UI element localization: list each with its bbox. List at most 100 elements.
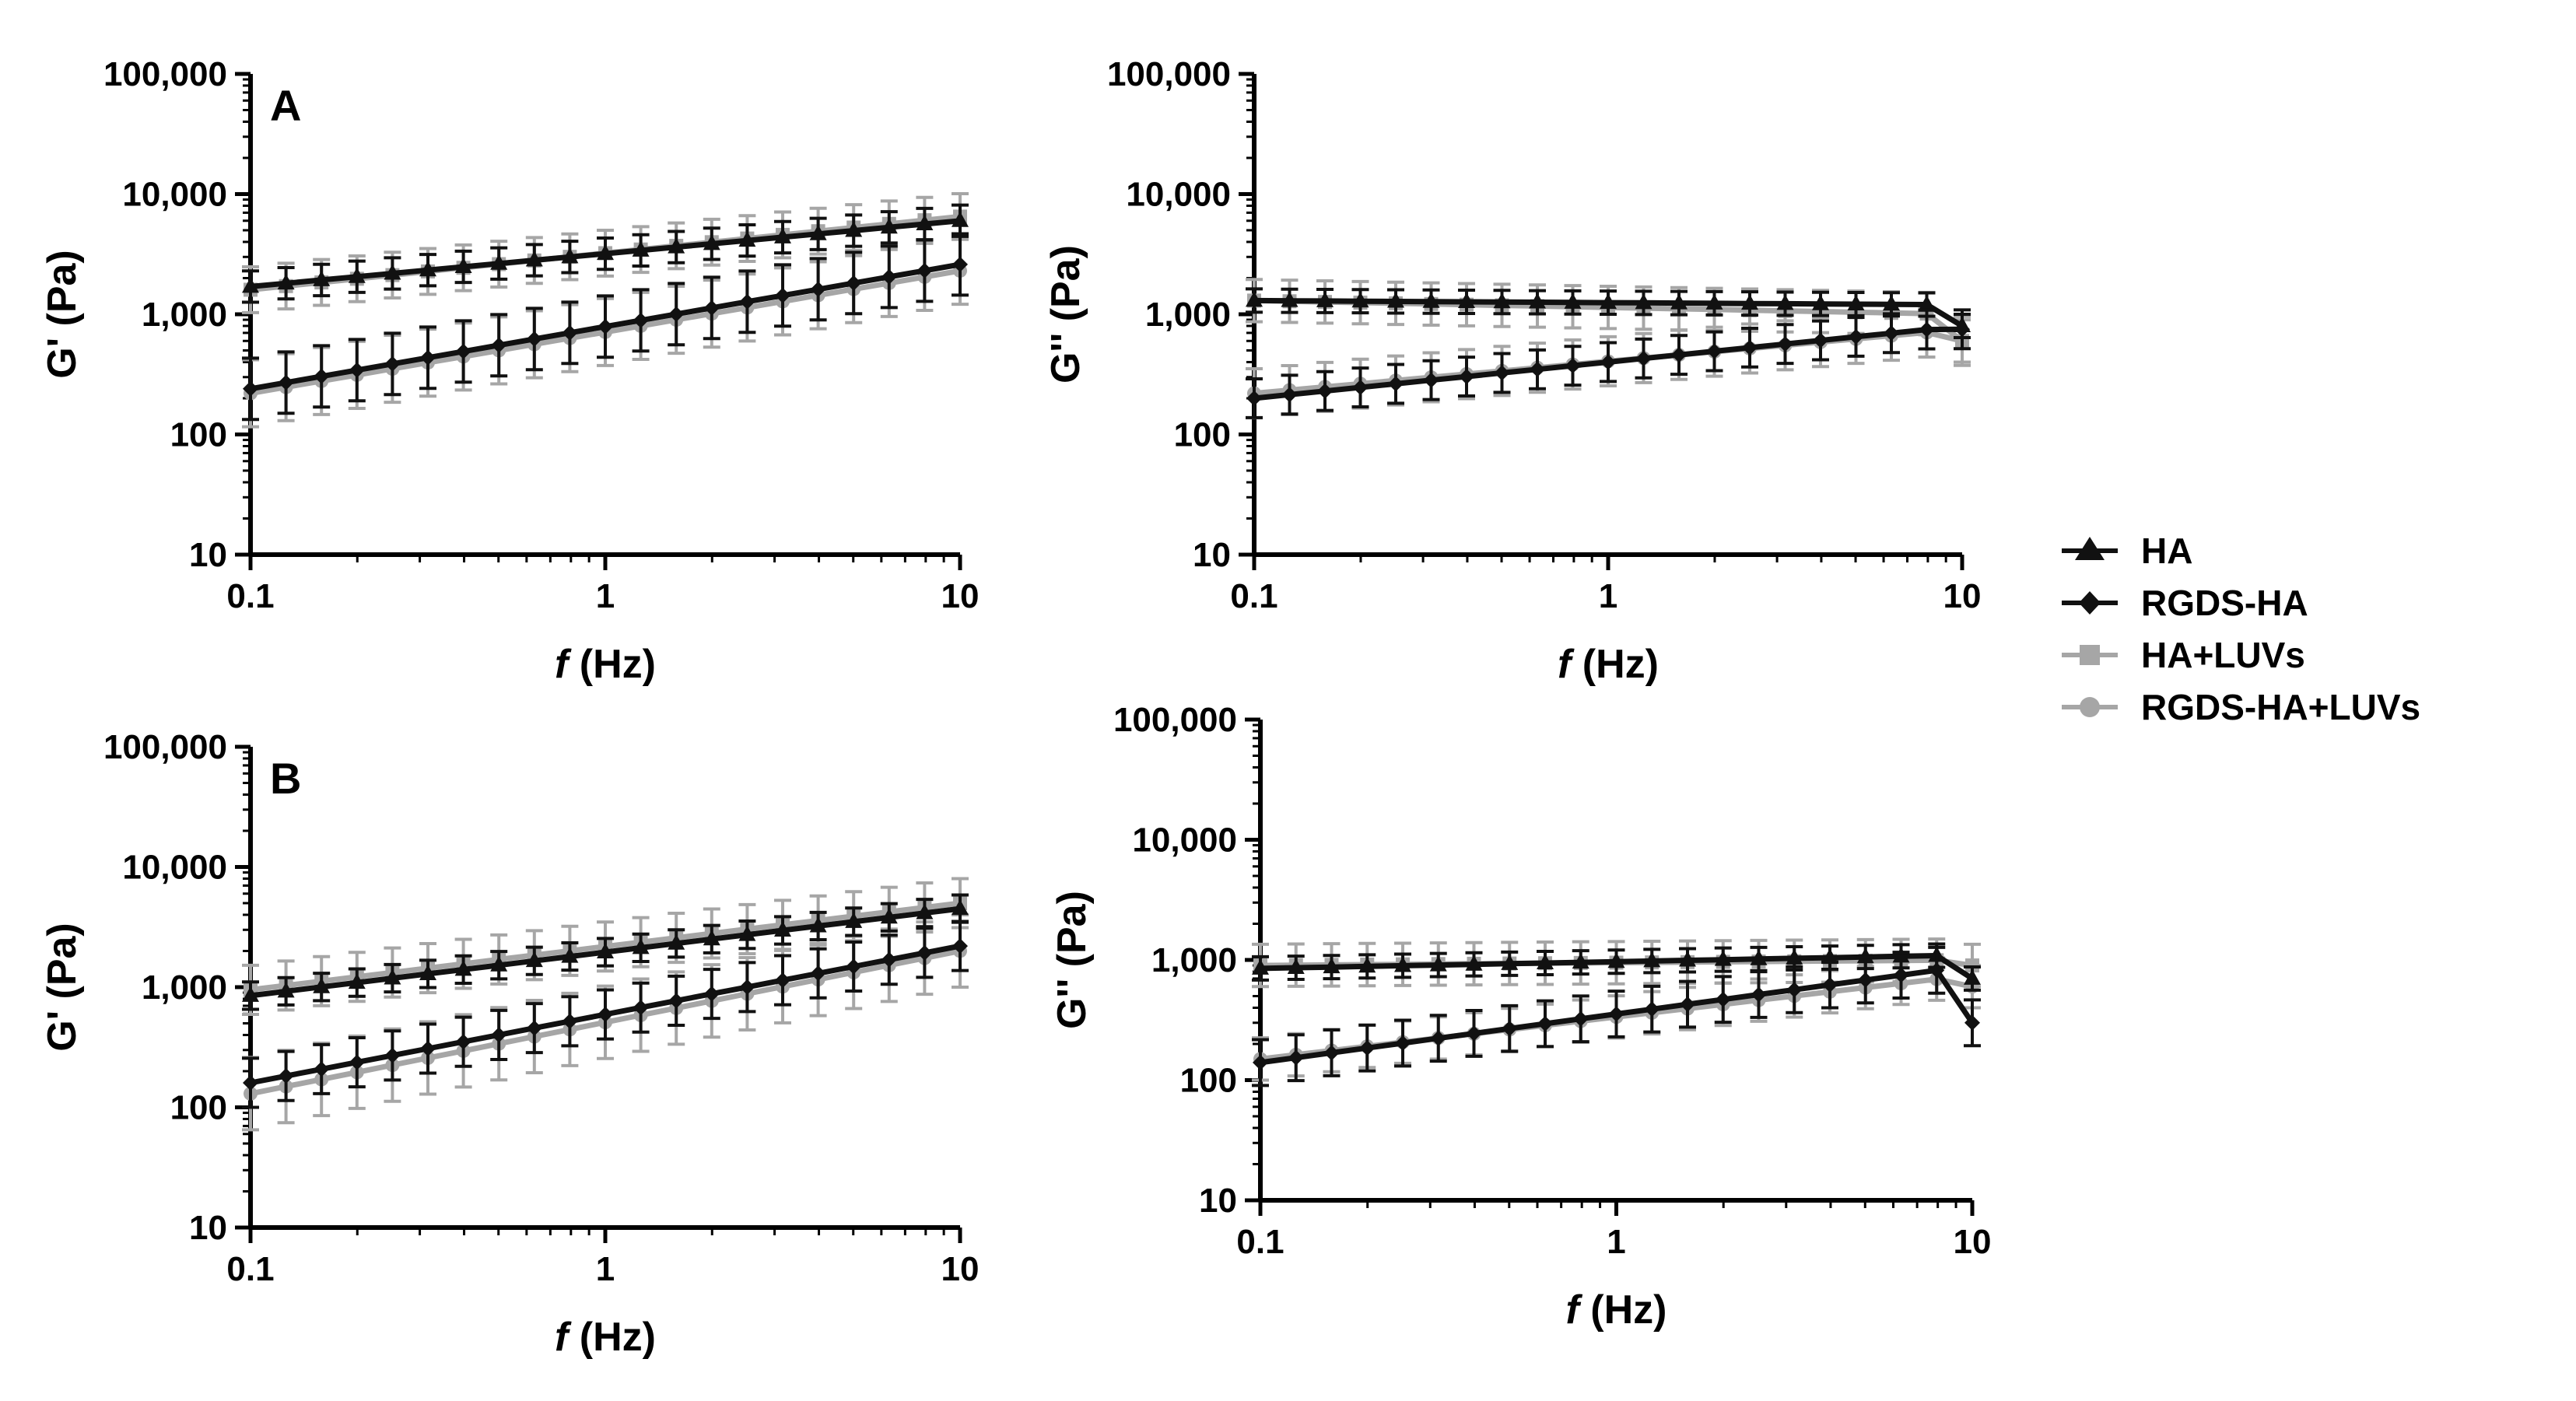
circle-marker-icon (2080, 697, 2100, 717)
data-point-diamond (1317, 383, 1333, 399)
legend-label-rgds-ha-luvs: RGDS-HA+LUVs (2141, 687, 2420, 727)
data-point-triangle (845, 912, 863, 928)
data-point-diamond (243, 380, 258, 397)
data-point-triangle (1246, 291, 1263, 307)
y-tick-label: 10,000 (122, 849, 227, 887)
data-point-triangle (1812, 294, 1829, 310)
data-point-triangle (1572, 953, 1589, 969)
data-point-diamond (1848, 328, 1864, 345)
data-point-triangle (1714, 950, 1732, 966)
y-axis-title: G' (Pa) (40, 250, 85, 379)
data-point-triangle (242, 986, 259, 1002)
data-point-diamond (1884, 325, 1899, 341)
data-point-diamond (739, 979, 755, 995)
y-tick-label: 100 (1180, 1062, 1237, 1100)
series-rgds-ha (242, 232, 969, 422)
data-point-triangle (809, 916, 827, 933)
data-point-diamond (1751, 986, 1767, 1003)
data-point-triangle (1607, 952, 1625, 968)
data-point-triangle (1705, 293, 1723, 310)
data-point-triangle (1537, 953, 1554, 969)
data-point-triangle (1856, 947, 1874, 964)
x-tick-label: 10 (1943, 577, 1982, 615)
data-point-diamond (1857, 972, 1873, 988)
data-point-triangle (313, 270, 331, 286)
y-tick-label: 1,000 (142, 968, 227, 1007)
data-point-triangle (419, 261, 436, 277)
data-point-diamond (1359, 1040, 1376, 1056)
data-point-triangle (1422, 292, 1440, 308)
data-point-triangle (1387, 292, 1404, 308)
chart-panel-b-storage: 10 100 1,000 10,000 100,000 0.1 1 10 G' (Pa) f (H… (40, 728, 979, 1360)
x-axis-title: f (Hz) (555, 1315, 656, 1360)
data-point-triangle (668, 933, 685, 950)
data-point-diamond (916, 944, 933, 961)
data-point-diamond (775, 972, 790, 989)
data-point-diamond (1786, 982, 1803, 998)
y-tick-label: 1,000 (1145, 296, 1231, 334)
data-point-diamond (1671, 347, 1687, 363)
data-point-diamond (1430, 1030, 1446, 1046)
data-point-triangle (1358, 957, 1376, 973)
data-point-diamond (562, 324, 578, 341)
chart-panel-b-loss: 10 100 1,000 10,000 100,000 0.1 1 10 G'' (Pa) f (… (1050, 701, 1991, 1333)
data-point-diamond (1530, 361, 1545, 377)
diamond-marker-icon (2079, 591, 2101, 615)
data-point-triangle (384, 968, 401, 985)
data-point-triangle (277, 274, 295, 290)
y-tick-label: 10,000 (1132, 821, 1237, 860)
data-point-diamond (1459, 369, 1474, 385)
series-ha (242, 893, 969, 1011)
data-point-diamond (1388, 376, 1404, 392)
data-point-triangle (1281, 291, 1299, 307)
data-point-diamond (1680, 996, 1695, 1013)
data-point-diamond (1281, 387, 1298, 403)
data-point-diamond (1352, 380, 1369, 396)
panels: 10 100 1,000 10,000 100,000 0.1 1 10 G' (Pa) f (H… (40, 55, 1991, 1360)
triangle-marker-icon (2075, 537, 2105, 560)
data-point-diamond (1893, 967, 1909, 983)
data-point-triangle (384, 264, 401, 280)
data-point-diamond (243, 1074, 258, 1091)
data-point-diamond (846, 275, 862, 291)
data-point-triangle (1600, 293, 1617, 310)
data-point-diamond (668, 306, 685, 322)
data-point-diamond (455, 1034, 471, 1050)
data-point-diamond (881, 951, 897, 968)
data-point-diamond (420, 349, 436, 366)
y-tick-label: 1,000 (142, 296, 227, 334)
data-point-diamond (703, 299, 720, 316)
data-point-triangle (454, 960, 472, 976)
data-point-triangle (774, 921, 791, 937)
data-point-triangle (490, 254, 508, 270)
legend-label-rgds-ha: RGDS-HA (2141, 583, 2308, 623)
data-point-diamond (349, 1054, 365, 1070)
data-point-triangle (1670, 293, 1688, 310)
data-point-diamond (278, 1068, 294, 1084)
data-point-triangle (277, 982, 295, 998)
data-point-diamond (314, 1061, 330, 1077)
data-point-diamond (1600, 354, 1616, 370)
data-point-triangle (597, 942, 614, 958)
data-point-triangle (632, 240, 650, 257)
data-point-diamond (420, 1040, 436, 1056)
data-point-diamond (952, 938, 968, 954)
x-axis-title: f (Hz) (1566, 1287, 1667, 1333)
legend-item-ha-luvs: HA+LUVs (2062, 635, 2305, 675)
data-point-diamond (703, 986, 720, 1002)
data-point-diamond (1964, 1014, 1980, 1031)
x-tick-label: 0.1 (1230, 577, 1277, 615)
data-point-diamond (810, 281, 826, 297)
y-tick-label: 10,000 (122, 176, 227, 214)
data-point-triangle (952, 211, 969, 227)
data-point-triangle (1465, 954, 1483, 971)
data-point-triangle (1776, 294, 1794, 310)
data-point-diamond (491, 1027, 507, 1043)
data-point-diamond (1395, 1035, 1411, 1051)
x-axis-title: f (Hz) (555, 642, 656, 687)
data-point-triangle (703, 930, 720, 946)
legend-item-rgds-ha-luvs: RGDS-HA+LUVs (2062, 687, 2420, 727)
data-point-triangle (845, 221, 863, 237)
data-point-triangle (1501, 954, 1519, 970)
